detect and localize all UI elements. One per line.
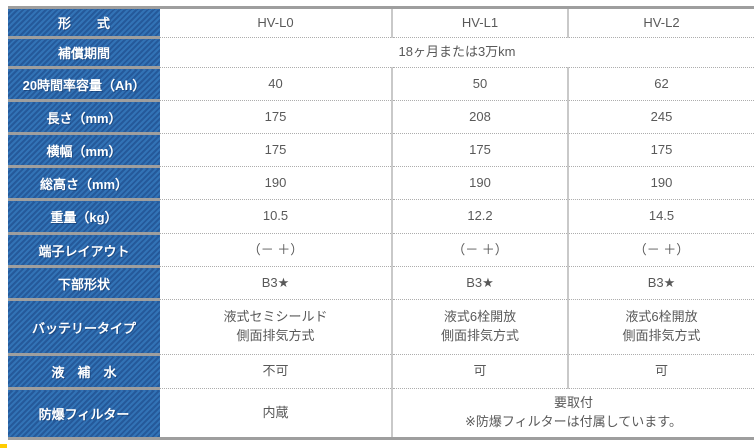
value-length-2: 208 bbox=[391, 100, 568, 134]
value-height-1: 190 bbox=[160, 166, 392, 200]
value-terminal-3: （－ ＋） bbox=[567, 233, 754, 267]
value-capacity-2: 50 bbox=[391, 67, 568, 101]
value-battery-type-2: 液式6栓開放 側面排気方式 bbox=[391, 299, 568, 355]
row-label-filter: 防爆フィルター bbox=[8, 388, 160, 440]
table-row-capacity: 20時間率容量（Ah） 40 50 62 bbox=[8, 67, 754, 102]
battery-type-1-line1: 液式セミシールド bbox=[223, 309, 328, 325]
value-length-1: 175 bbox=[160, 100, 392, 134]
row-label-width: 横幅（mm） bbox=[8, 133, 160, 168]
row-label-base-shape: 下部形状 bbox=[8, 266, 160, 301]
row-label-height: 総高さ（mm） bbox=[8, 166, 160, 201]
row-label-length: 長さ（mm） bbox=[8, 100, 160, 135]
filter-span-line1: 要取付 bbox=[553, 395, 593, 411]
value-battery-type-1: 液式セミシールド 側面排気方式 bbox=[160, 299, 392, 355]
row-label-refill: 液 補 水 bbox=[8, 354, 160, 390]
battery-type-3-line2: 側面排気方式 bbox=[622, 328, 701, 343]
value-width-3: 175 bbox=[567, 133, 754, 167]
table-row-width: 横幅（mm） 175 175 175 bbox=[8, 133, 754, 168]
value-battery-type-3: 液式6栓開放 側面排気方式 bbox=[567, 299, 754, 355]
value-capacity-3: 62 bbox=[567, 67, 754, 101]
battery-type-2-line2: 側面排気方式 bbox=[440, 328, 519, 343]
value-width-2: 175 bbox=[391, 133, 568, 167]
value-refill-1: 不可 bbox=[160, 354, 392, 389]
table-row-filter: 防爆フィルター 内蔵 要取付 ※防爆フィルターは付属しています。 bbox=[8, 388, 754, 440]
value-weight-2: 12.2 bbox=[391, 199, 568, 234]
table-row-refill: 液 補 水 不可 可 可 bbox=[8, 354, 754, 390]
value-length-3: 245 bbox=[567, 100, 754, 134]
value-filter-span: 要取付 ※防爆フィルターは付属しています。 bbox=[391, 388, 754, 439]
table-row-weight: 重量（kg） 10.5 12.2 14.5 bbox=[8, 199, 754, 235]
table-row-length: 長さ（mm） 175 208 245 bbox=[8, 100, 754, 135]
value-model-2: HV-L1 bbox=[391, 7, 568, 38]
table-row-model: 形 式 HV-L0 HV-L1 HV-L2 bbox=[8, 7, 754, 39]
value-weight-3: 14.5 bbox=[567, 199, 754, 234]
battery-type-2-line1: 液式6栓開放 bbox=[443, 309, 517, 325]
value-height-2: 190 bbox=[391, 166, 568, 200]
table-row-height: 総高さ（mm） 190 190 190 bbox=[8, 166, 754, 201]
value-base-shape-1: B3★ bbox=[160, 266, 392, 300]
battery-type-3-line1: 液式6栓開放 bbox=[625, 309, 698, 325]
value-model-1: HV-L0 bbox=[160, 7, 392, 38]
row-label-warranty: 補償期間 bbox=[8, 37, 160, 69]
value-height-3: 190 bbox=[567, 166, 754, 200]
value-warranty-span: 18ヶ月または3万km bbox=[160, 37, 754, 68]
value-capacity-1: 40 bbox=[160, 67, 392, 101]
value-weight-1: 10.5 bbox=[160, 199, 392, 234]
value-width-1: 175 bbox=[160, 133, 392, 167]
row-label-model: 形 式 bbox=[8, 7, 160, 39]
table-row-warranty: 補償期間 18ヶ月または3万km bbox=[8, 37, 754, 69]
value-base-shape-2: B3★ bbox=[391, 266, 568, 300]
filter-span-line2: ※防爆フィルターは付属しています。 bbox=[465, 414, 682, 429]
row-label-battery-type: バッテリータイプ bbox=[8, 299, 160, 356]
value-refill-3: 可 bbox=[567, 354, 754, 389]
battery-type-1-line2: 側面排気方式 bbox=[236, 328, 315, 343]
table-row-base-shape: 下部形状 B3★ B3★ B3★ bbox=[8, 266, 754, 301]
battery-spec-table: 形 式 HV-L0 HV-L1 HV-L2 補償期間 18ヶ月または3万km 2… bbox=[8, 6, 754, 440]
row-label-terminal-layout: 端子レイアウト bbox=[8, 233, 160, 268]
table-row-battery-type: バッテリータイプ 液式セミシールド 側面排気方式 液式6栓開放 側面排気方式 液… bbox=[8, 299, 754, 356]
value-base-shape-3: B3★ bbox=[567, 266, 754, 300]
row-label-capacity: 20時間率容量（Ah） bbox=[8, 67, 160, 102]
value-refill-2: 可 bbox=[391, 354, 568, 389]
row-label-weight: 重量（kg） bbox=[8, 199, 160, 235]
value-model-3: HV-L2 bbox=[567, 7, 754, 38]
value-terminal-1: （－ ＋） bbox=[160, 233, 392, 267]
table-row-terminal-layout: 端子レイアウト （－ ＋） （－ ＋） （－ ＋） bbox=[8, 233, 754, 268]
page-edge-fragment bbox=[0, 444, 7, 448]
value-filter-1: 内蔵 bbox=[160, 388, 392, 439]
value-terminal-2: （－ ＋） bbox=[391, 233, 568, 267]
